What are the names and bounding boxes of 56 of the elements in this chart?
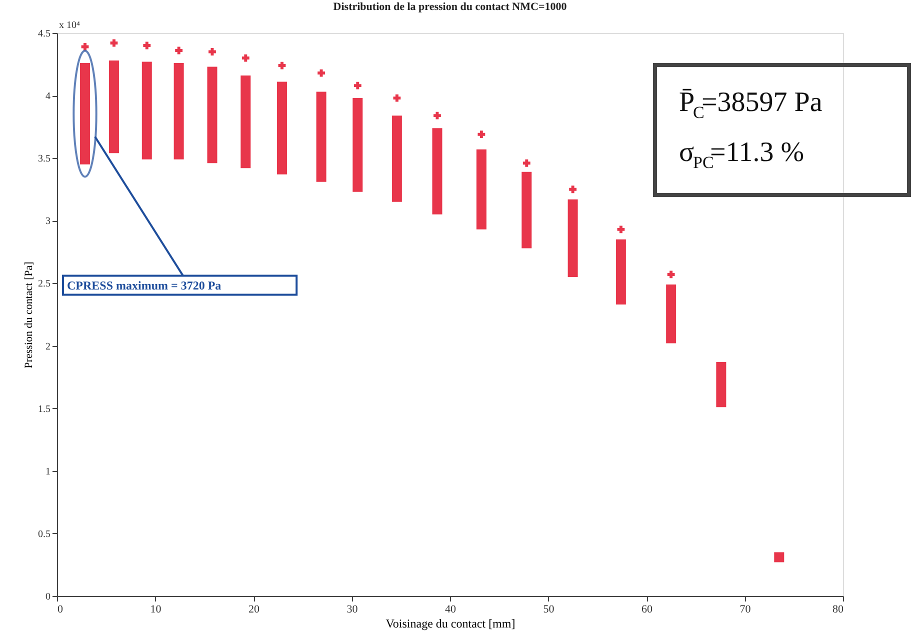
y-tick-label: 4.5 xyxy=(38,28,50,40)
bar xyxy=(666,284,676,344)
x-tick-label: 70 xyxy=(740,604,752,616)
bar xyxy=(80,63,90,164)
bar xyxy=(476,149,486,230)
bar xyxy=(716,362,726,408)
y-tick-label: 0 xyxy=(46,592,50,602)
y-axis-title: Pression du contact [Pa] xyxy=(23,262,35,368)
bar xyxy=(142,62,152,160)
y-tick-label: 3 xyxy=(46,216,50,228)
y-tick-label: 1.5 xyxy=(38,404,50,415)
point xyxy=(478,130,486,138)
point xyxy=(175,46,183,54)
y-tick-label: 1 xyxy=(46,466,50,478)
bar xyxy=(616,239,626,304)
point xyxy=(143,42,151,50)
x-tick-label: 30 xyxy=(346,604,358,616)
x-tick-label: 0 xyxy=(58,604,64,616)
point xyxy=(354,82,362,90)
x-tick-label: 60 xyxy=(642,604,653,616)
y-tick-label: 2.5 xyxy=(38,278,50,290)
x-tick-label: 20 xyxy=(248,604,260,616)
text: x 10⁴ xyxy=(59,20,80,31)
y-tick-label: 4 xyxy=(46,91,50,102)
bar xyxy=(316,92,326,182)
chart-title: Distribution de la pression du contact NMC=1000 xyxy=(333,1,568,13)
y-tick-label: 2 xyxy=(46,341,50,352)
point xyxy=(110,39,118,47)
x-axis-title: Voisinage du contact [mm] xyxy=(386,616,516,630)
point xyxy=(242,54,250,62)
bar xyxy=(276,82,287,174)
point xyxy=(434,112,441,120)
bar xyxy=(207,66,218,164)
point xyxy=(318,69,325,77)
bar xyxy=(432,128,442,214)
bar xyxy=(240,76,251,168)
bar xyxy=(568,199,578,277)
bar xyxy=(392,116,402,202)
bar xyxy=(522,172,532,248)
bar xyxy=(774,552,784,562)
y-tick-label: 3.5 xyxy=(38,154,50,165)
x-tick-label: 80 xyxy=(832,604,844,616)
point xyxy=(667,270,675,278)
bar xyxy=(174,63,184,160)
annotation: CPRESS maximum = 3720 Pa xyxy=(67,278,222,293)
point xyxy=(617,226,625,234)
bar xyxy=(108,60,119,154)
x-tick-label: 10 xyxy=(150,604,162,616)
x-tick-label: 40 xyxy=(445,604,456,616)
bar xyxy=(352,98,363,192)
point xyxy=(393,94,401,102)
x-tick-label: 50 xyxy=(543,604,555,616)
point xyxy=(569,186,577,194)
y-tick-label: 0.5 xyxy=(38,528,50,540)
point xyxy=(522,159,530,167)
point xyxy=(278,62,286,70)
